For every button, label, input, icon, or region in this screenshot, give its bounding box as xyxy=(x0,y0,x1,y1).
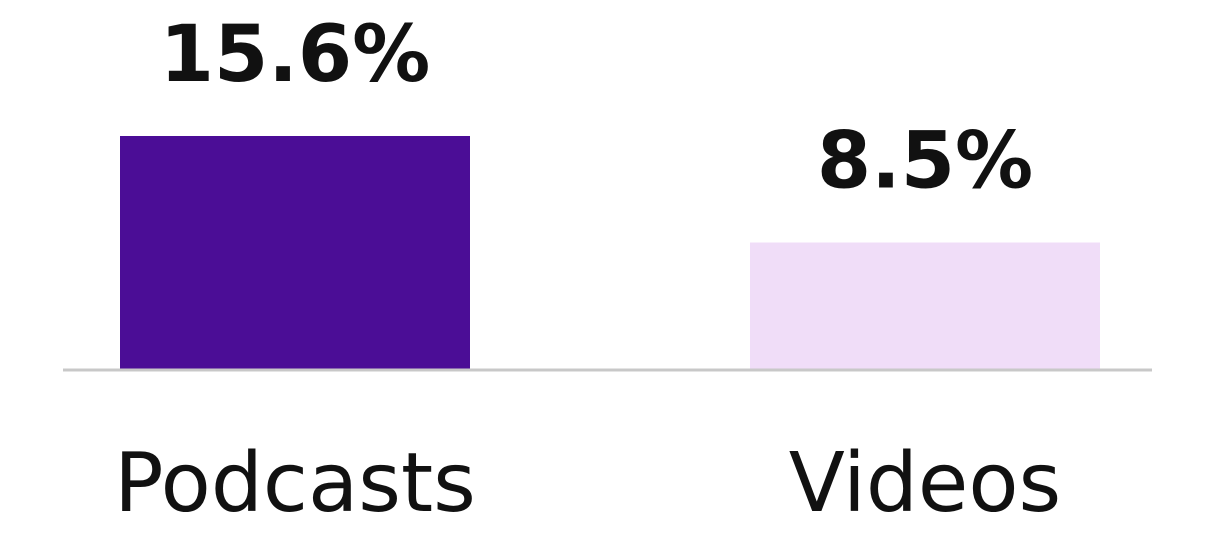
value-label-podcasts: 15.6% xyxy=(160,10,431,100)
category-labels: Podcasts Videos xyxy=(114,436,1061,531)
bars xyxy=(120,136,1100,370)
bar-videos xyxy=(750,242,1100,370)
category-label-videos: Videos xyxy=(789,436,1061,531)
bar-podcasts xyxy=(120,136,470,370)
value-label-videos: 8.5% xyxy=(817,117,1033,207)
value-labels: 15.6% 8.5% xyxy=(160,10,1033,207)
category-label-podcasts: Podcasts xyxy=(114,436,476,531)
